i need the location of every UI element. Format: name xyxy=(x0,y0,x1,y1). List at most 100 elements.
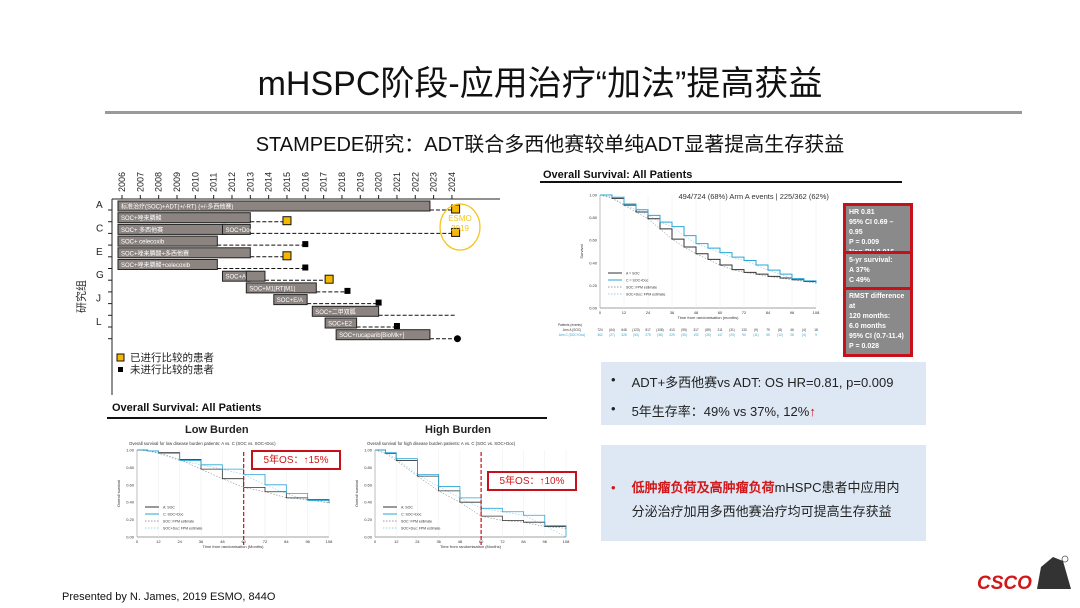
y-tick-label: 0.40 xyxy=(364,500,373,505)
year-label: 2020 xyxy=(374,172,384,192)
km-curve-arm-c xyxy=(375,449,567,537)
y-axis-label: Overall survival xyxy=(354,480,359,507)
km-curve-arm-a xyxy=(600,194,817,284)
x-tick-label: 36 xyxy=(436,539,441,544)
at-risk-label: Arm C (SOC+Doc) xyxy=(559,333,585,337)
study-arm-label: SOC+唑来膦酸+celecoxib xyxy=(121,261,191,269)
y-tick-label: 0.00 xyxy=(364,535,373,540)
legend-label: SOC: FPM estimate xyxy=(163,519,194,523)
at-risk-value: 362 xyxy=(597,333,603,337)
csco-logo: CSCO xyxy=(977,555,1071,594)
x-tick-label: 84 xyxy=(521,539,526,544)
stat-line: 120 months: xyxy=(849,313,891,320)
axis-label: 研究组 xyxy=(74,280,88,313)
at-risk-value: 317 xyxy=(693,328,699,332)
high-burden-title: High Burden xyxy=(425,424,491,436)
study-arm-bar xyxy=(245,270,266,282)
at-risk-value: 328 xyxy=(621,333,627,337)
not-compared-marker-icon xyxy=(393,323,400,329)
not-compared-marker-icon xyxy=(302,264,309,271)
y-tick-label: 0.80 xyxy=(589,215,598,220)
low-burden-os-callout: 5年OS：↑15% xyxy=(251,450,341,470)
study-arm-label: SOC+ 多西他赛 xyxy=(121,226,163,234)
year-label: 2014 xyxy=(264,172,274,192)
compared-marker-icon xyxy=(324,274,334,284)
at-risk-value: 46 xyxy=(790,328,794,332)
year-label: 2015 xyxy=(282,172,292,192)
x-tick-label: 60 xyxy=(241,539,246,544)
year-label: 2006 xyxy=(117,172,127,192)
compared-marker-icon xyxy=(282,216,292,226)
not-compared-marker-icon xyxy=(302,241,309,248)
at-risk-value: 211 xyxy=(717,328,722,332)
study-arm-label: SOC+唑来膦酸+多西他赛 xyxy=(121,249,189,257)
x-tick-label: 24 xyxy=(646,310,651,315)
x-tick-label: 48 xyxy=(220,539,225,544)
at-risk-value: (12) xyxy=(777,333,783,337)
y-axis-label: Overall survival xyxy=(116,480,121,507)
x-tick-label: 48 xyxy=(458,539,463,544)
arrow-up-icon: ↑ xyxy=(809,404,816,419)
compared-marker-icon xyxy=(116,353,125,362)
year-label: 2017 xyxy=(319,172,329,192)
row-letter: J xyxy=(96,294,101,305)
row-letter: G xyxy=(96,270,104,281)
year-label: 2023 xyxy=(429,172,439,192)
bullet-item: • 低肿瘤负荷及高肿瘤负荷mHSPC患者中应用内分泌治疗加用多西他赛治疗均可提高生… xyxy=(611,476,926,524)
year-label: 2011 xyxy=(209,173,219,192)
at-risk-value: 413 xyxy=(669,328,675,332)
at-risk-value: (123) xyxy=(632,328,639,332)
at-risk-value: 9 xyxy=(815,333,817,337)
legend-label: SOC: FPM estimate xyxy=(401,519,432,523)
compared-marker-icon xyxy=(282,251,292,261)
bottom-section-rule xyxy=(107,417,547,419)
at-risk-value: (95) xyxy=(681,328,687,332)
not-compared-marker-icon xyxy=(118,367,123,372)
x-tick-label: 60 xyxy=(479,539,484,544)
at-risk-value: 55 xyxy=(766,333,770,337)
study-arm-label: SOC+ celecoxib xyxy=(121,240,165,246)
x-tick-label: 12 xyxy=(394,539,399,544)
legend-label: 已进行比较的患者 xyxy=(130,351,214,364)
fpm-estimate-line xyxy=(136,449,330,504)
y-tick-label: 0.00 xyxy=(126,535,135,540)
study-arm-label: SOC+唑来膦酸 xyxy=(121,214,162,222)
at-risk-value: (11) xyxy=(753,333,758,337)
study-arm-label: SOC+M1|RT|M1| xyxy=(249,286,295,292)
x-tick-label: 24 xyxy=(177,539,182,544)
chart-subtitle: Overall survival for high disease burden… xyxy=(367,441,516,446)
slide-subtitle: STAMPEDE研究：ADT联合多西他赛较单纯ADT显著提高生存获益 xyxy=(255,134,845,156)
year-label: 2009 xyxy=(172,172,182,192)
bullet-item: • ADT+多西他赛vs ADT: OS HR=0.81, p=0.009 xyxy=(611,372,894,390)
year-label: 2012 xyxy=(227,172,237,192)
high-burden-os-callout: 5年OS：↑10% xyxy=(487,471,577,491)
esmo-highlight-circle xyxy=(439,203,481,251)
fpm-estimate-line xyxy=(374,449,567,529)
at-risk-value: 229 xyxy=(669,333,675,337)
at-risk-value: (26) xyxy=(705,333,711,337)
x-axis-label: Time from randomisation (months) xyxy=(678,315,740,320)
stat-line: 5-yr survival: xyxy=(849,257,893,264)
stat-line: P = 0.028 xyxy=(849,343,880,350)
stat-box-5yr: 5-yr survival: A 37% C 49% xyxy=(843,251,913,291)
stat-line: RMST difference at xyxy=(849,293,905,310)
x-tick-label: 84 xyxy=(766,310,771,315)
x-tick-label: 0 xyxy=(599,310,602,315)
at-risk-value: (9) xyxy=(754,328,758,332)
at-risk-value: (20) xyxy=(729,333,735,337)
esmo-year: 2019 xyxy=(451,224,469,233)
year-label: 2008 xyxy=(154,172,164,192)
x-tick-label: 108 xyxy=(326,539,333,544)
at-risk-value: 192 xyxy=(693,333,699,337)
at-risk-value: (108) xyxy=(656,328,663,332)
x-tick-label: 12 xyxy=(622,310,627,315)
study-arm-bar xyxy=(117,247,251,259)
study-arm-bar xyxy=(221,223,251,235)
legend-label: A: SOC xyxy=(163,505,175,509)
x-tick-label: 72 xyxy=(742,310,747,315)
row-letter: A xyxy=(96,200,103,211)
y-tick-label: 0.40 xyxy=(126,500,135,505)
study-arm-bar xyxy=(117,259,218,270)
at-risk-value: 724 xyxy=(597,328,603,332)
stat-line: A 37% xyxy=(849,267,870,274)
